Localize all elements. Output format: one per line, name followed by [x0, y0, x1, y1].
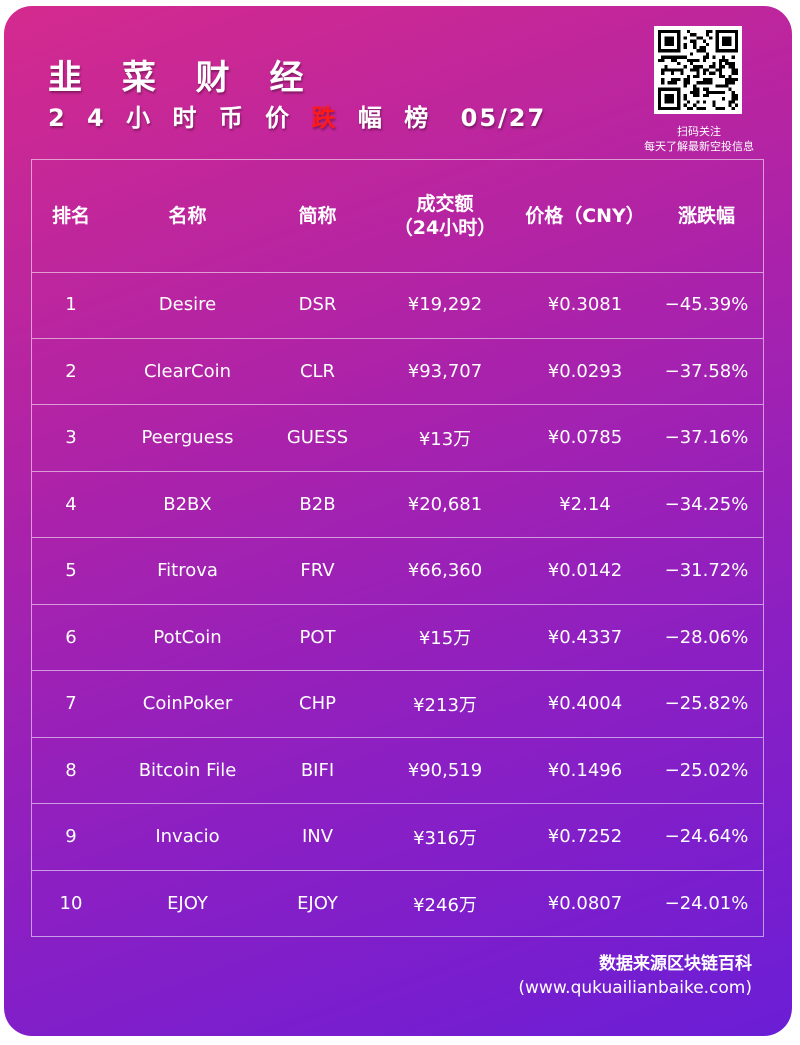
cell-volume: ¥19,292	[407, 294, 483, 316]
table-row: 8 Bitcoin File BIFI ¥90,519 ¥0.1496 −25.…	[32, 738, 763, 804]
cell-rank: 3	[65, 427, 77, 449]
cell-price: ¥0.0142	[547, 560, 623, 582]
cell-rank: 4	[65, 493, 77, 515]
cell-symbol: GUESS	[286, 427, 349, 449]
cell-name: Bitcoin File	[138, 759, 237, 781]
cell-symbol: BIFI	[300, 759, 335, 781]
cell-volume: ¥316万	[413, 827, 477, 849]
data-source-url: (www.qukuailianbaike.com)	[518, 978, 752, 998]
qr-caption-line2: 每天了解最新空投信息	[644, 140, 754, 153]
cell-change: −37.16%	[664, 427, 749, 449]
cell-price: ¥0.0785	[547, 427, 623, 449]
cell-change: −25.82%	[664, 693, 749, 715]
cell-name: Invacio	[155, 826, 220, 848]
page-subtitle: 2 4 小 时 币 价 跌 幅 榜 05/27	[48, 98, 546, 133]
cell-volume: ¥66,360	[407, 560, 483, 582]
cell-rank: 8	[65, 759, 77, 781]
cell-symbol: CHP	[299, 693, 336, 715]
cell-price: ¥0.0293	[547, 360, 623, 382]
subtitle-suffix: 幅 榜	[357, 104, 436, 132]
subtitle-highlight: 跌	[311, 104, 343, 132]
cell-name: ClearCoin	[143, 360, 232, 382]
cell-price: ¥0.4004	[547, 693, 623, 715]
cell-change: −45.39%	[664, 294, 749, 316]
table-row: 3 Peerguess GUESS ¥13万 ¥0.0785 −37.16%	[32, 405, 763, 472]
column-header-name: 名称	[168, 205, 207, 227]
cell-name: PotCoin	[153, 626, 222, 648]
cell-rank: 1	[65, 294, 77, 316]
qr-caption-line1: 扫码关注	[677, 125, 721, 138]
cell-symbol: DSR	[298, 294, 337, 316]
table-row: 9 Invacio INV ¥316万 ¥0.7252 −24.64%	[32, 804, 763, 871]
cell-rank: 7	[65, 693, 77, 715]
table-body: 1 Desire DSR ¥19,292 ¥0.3081 −45.39% 2 C…	[32, 272, 763, 937]
cell-name: Peerguess	[141, 427, 234, 449]
cell-price: ¥0.1496	[547, 759, 623, 781]
cell-change: −37.58%	[664, 360, 749, 382]
cell-volume: ¥20,681	[407, 493, 483, 515]
table-row: 5 Fitrova FRV ¥66,360 ¥0.0142 −31.72%	[32, 538, 763, 605]
cell-volume: ¥90,519	[407, 759, 483, 781]
cell-symbol: CLR	[299, 360, 336, 382]
column-header-volume-line1: 成交额	[416, 193, 474, 215]
cell-rank: 5	[65, 560, 77, 582]
column-header-change: 涨跌幅	[677, 205, 735, 227]
table-header: 排名 名称 简称 成交额 （24小时） 价格（CNY） 涨跌幅	[32, 160, 763, 273]
cell-name: EJOY	[167, 893, 208, 915]
data-source-label: 数据来源区块链百科	[599, 954, 752, 974]
brand-title: 韭 菜 财 经	[48, 58, 318, 98]
cell-symbol: FRV	[300, 560, 335, 582]
cell-name: CoinPoker	[142, 693, 233, 715]
table-row: 1 Desire DSR ¥19,292 ¥0.3081 −45.39%	[32, 272, 763, 339]
cell-name: Fitrova	[157, 560, 218, 582]
table-row: 7 CoinPoker CHP ¥213万 ¥0.4004 −25.82%	[32, 671, 763, 738]
cell-change: −25.02%	[664, 759, 749, 781]
table-row: 2 ClearCoin CLR ¥93,707 ¥0.0293 −37.58%	[32, 339, 763, 405]
subtitle-prefix: 2 4 小 时 币 价	[48, 104, 297, 132]
column-header-rank: 排名	[51, 205, 90, 227]
cell-change: −28.06%	[664, 626, 749, 648]
cell-price: ¥2.14	[559, 493, 611, 515]
cell-change: −24.64%	[664, 826, 749, 848]
cell-name: B2BX	[163, 493, 212, 515]
column-header-price: 价格（CNY）	[525, 205, 645, 227]
cell-symbol: B2B	[299, 493, 336, 515]
table-row: 10 EJOY EJOY ¥246万 ¥0.0807 −24.01%	[32, 871, 763, 938]
cell-change: −24.01%	[664, 893, 749, 915]
cell-volume: ¥15万	[418, 628, 472, 650]
column-header-volume: 成交额 （24小时）	[370, 160, 520, 272]
cell-price: ¥0.7252	[547, 826, 623, 848]
cell-rank: 2	[65, 360, 77, 382]
cell-volume: ¥213万	[413, 694, 477, 716]
cell-name: Desire	[158, 294, 217, 316]
cell-change: −31.72%	[664, 560, 749, 582]
subtitle-date: 05/27	[460, 104, 547, 132]
cell-rank: 9	[65, 826, 77, 848]
cell-symbol: POT	[299, 626, 336, 648]
cell-volume: ¥246万	[413, 894, 477, 916]
cell-volume: ¥93,707	[407, 360, 483, 382]
qr-caption: 扫码关注 每天了解最新空投信息	[624, 124, 774, 154]
cell-price: ¥0.3081	[547, 294, 623, 316]
ranking-table: 排名 名称 简称 成交额 （24小时） 价格（CNY） 涨跌幅 1 Desire…	[31, 159, 764, 937]
cell-volume: ¥13万	[418, 428, 472, 450]
cell-symbol: EJOY	[297, 893, 338, 915]
qr-code-icon	[654, 26, 742, 114]
column-header-symbol: 简称	[298, 205, 337, 227]
cell-rank: 10	[59, 893, 83, 915]
column-header-volume-line2: （24小时）	[393, 217, 497, 239]
table-row: 4 B2BX B2B ¥20,681 ¥2.14 −34.25%	[32, 472, 763, 538]
cell-symbol: INV	[301, 826, 334, 848]
cell-price: ¥0.4337	[547, 626, 623, 648]
ranking-card: 韭 菜 财 经 2 4 小 时 币 价 跌 幅 榜 05/27 扫码关注 每天了…	[4, 6, 792, 1036]
cell-price: ¥0.0807	[547, 893, 623, 915]
cell-rank: 6	[65, 626, 77, 648]
table-row: 6 PotCoin POT ¥15万 ¥0.4337 −28.06%	[32, 605, 763, 671]
data-source-footer: 数据来源区块链百科 (www.qukuailianbaike.com)	[518, 952, 752, 1000]
cell-change: −34.25%	[664, 493, 749, 515]
